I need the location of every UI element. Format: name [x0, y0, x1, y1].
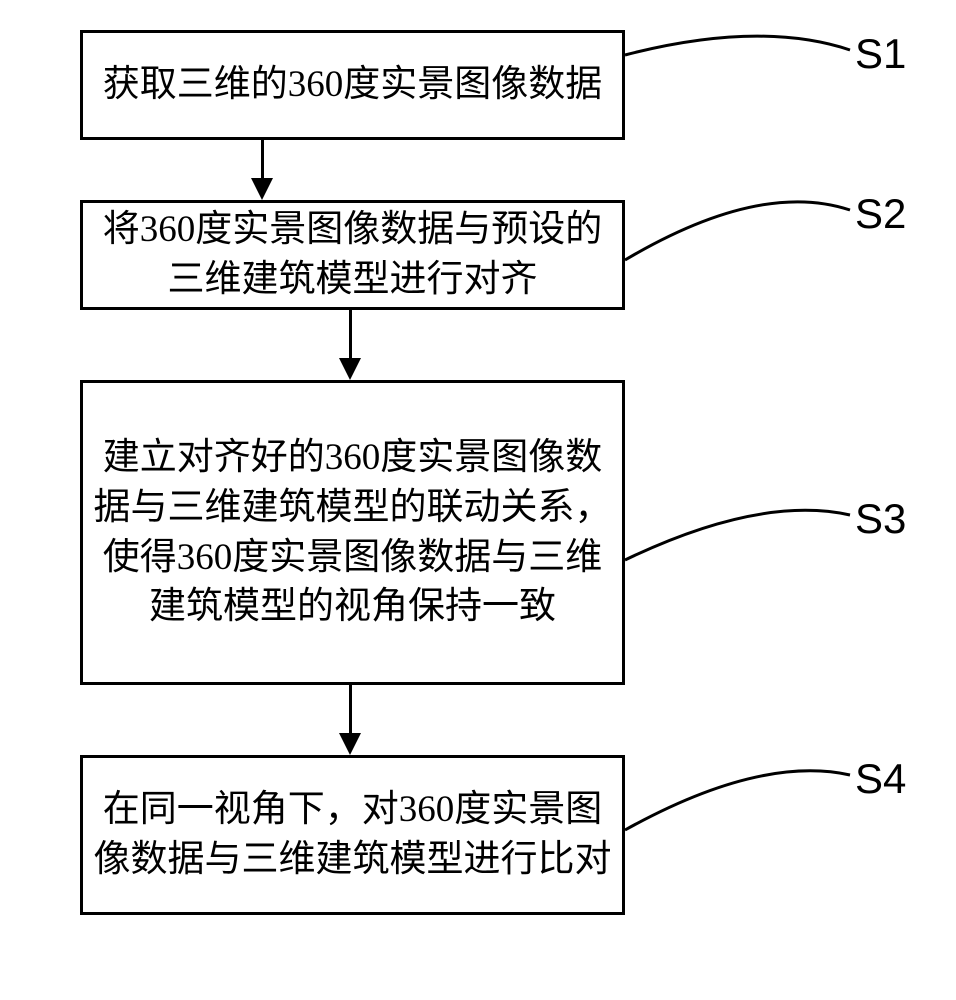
step-label-s2: S2 [855, 190, 906, 238]
arrow-s2-s3 [349, 310, 352, 360]
flow-step-s3: 建立对齐好的360度实景图像数据与三维建筑模型的联动关系，使得360度实景图像数… [80, 380, 625, 685]
step-label-s1: S1 [855, 30, 906, 78]
arrowhead-icon [339, 733, 361, 755]
flow-step-s1: 获取三维的360度实景图像数据 [80, 30, 625, 140]
arrowhead-icon [339, 358, 361, 380]
flow-step-text: 建立对齐好的360度实景图像数据与三维建筑模型的联动关系，使得360度实景图像数… [93, 433, 612, 633]
step-label-s4: S4 [855, 755, 906, 803]
flow-step-text: 将360度实景图像数据与预设的三维建筑模型进行对齐 [93, 205, 612, 305]
flow-step-text: 获取三维的360度实景图像数据 [103, 60, 603, 110]
flow-step-s2: 将360度实景图像数据与预设的三维建筑模型进行对齐 [80, 200, 625, 310]
flow-step-text: 在同一视角下，对360度实景图像数据与三维建筑模型进行比对 [93, 785, 612, 885]
arrow-s3-s4 [349, 685, 352, 735]
flow-step-s4: 在同一视角下，对360度实景图像数据与三维建筑模型进行比对 [80, 755, 625, 915]
step-label-s3: S3 [855, 495, 906, 543]
arrowhead-icon [251, 178, 273, 200]
arrow-s1-s2 [261, 140, 264, 180]
